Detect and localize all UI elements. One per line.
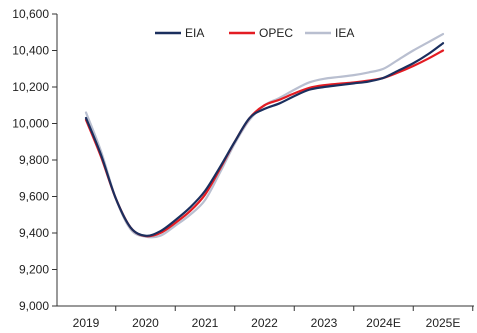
x-tick-label: 2021 [192, 316, 219, 330]
x-tick-label: 2023 [311, 316, 338, 330]
y-axis: 9,000 9,200 9,400 9,600 9,800 10,000 10,200 10,… [12, 7, 57, 313]
y-tick-label: 9,000 [19, 299, 49, 313]
x-tick-label: 2019 [73, 316, 100, 330]
x-tick-label: 2022 [251, 316, 278, 330]
y-tick-label: 10,200 [12, 80, 49, 94]
legend: EIA OPEC IEA [155, 26, 354, 40]
y-tick-label: 9,600 [19, 190, 49, 204]
series-lines [84, 32, 445, 239]
y-tick-label: 10,000 [12, 117, 49, 131]
y-tick-label: 10,400 [12, 44, 49, 58]
series-line-eia [84, 42, 445, 237]
y-tick-label: 9,400 [19, 226, 49, 240]
x-tick-label: 2025E [426, 316, 461, 330]
legend-label-eia: EIA [185, 26, 204, 40]
y-tick-label: 9,800 [19, 153, 49, 167]
legend-label-opec: OPEC [259, 26, 293, 40]
legend-label-iea: IEA [335, 26, 354, 40]
y-tick-label: 10,600 [12, 7, 49, 21]
x-axis: 2019 2020 2021 2022 2023 2024E 2025E [73, 306, 474, 330]
x-tick-label: 2020 [132, 316, 159, 330]
x-tick-label: 2024E [366, 316, 401, 330]
y-tick-label: 9,200 [19, 263, 49, 277]
